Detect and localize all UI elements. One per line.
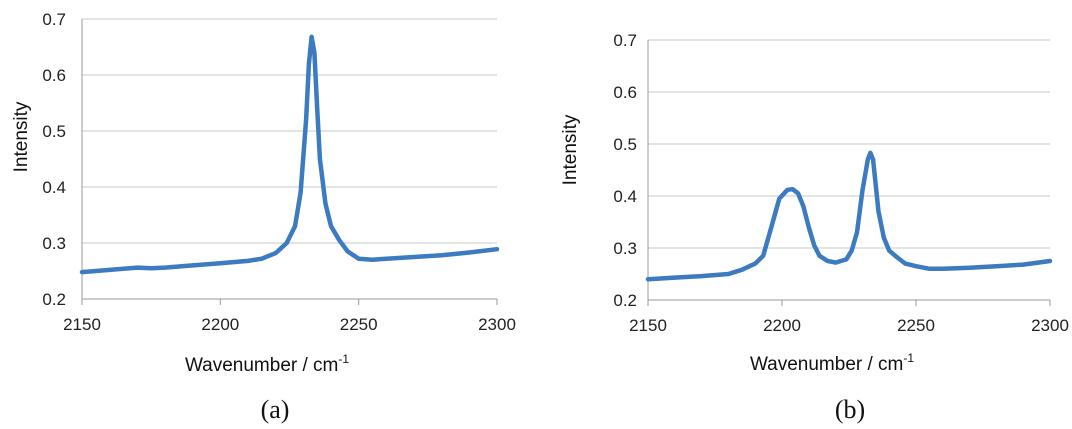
panel-label-a: (a) xyxy=(261,395,290,424)
x-tick-label-b-2300: 2300 xyxy=(1031,316,1069,335)
y-tick-label-b-0.5: 0.5 xyxy=(613,135,637,154)
y-tick-label-a-0.6: 0.6 xyxy=(42,66,66,85)
x-axis-title-text-a: Wavenumber / cm xyxy=(185,355,338,376)
y-tick-label-b-0.4: 0.4 xyxy=(613,187,637,206)
y-tick-label-a-0.5: 0.5 xyxy=(42,122,66,141)
y-tick-label-b-0.7: 0.7 xyxy=(613,31,637,50)
y-tick-label-b-0.6: 0.6 xyxy=(613,83,637,102)
y-tick-labels-a: 0.2 0.3 0.4 0.5 0.6 0.7 xyxy=(42,10,66,309)
x-tick-label-b-2200: 2200 xyxy=(763,316,801,335)
x-axis-title-superscript-b: -1 xyxy=(903,351,914,365)
chart-panel-b: 0.2 0.3 0.4 0.5 0.6 0.7 2150 2200 2250 2300 Inte… xyxy=(560,31,1069,424)
x-tick-labels-b: 2150 2200 2250 2300 xyxy=(629,316,1069,335)
x-axis-title-text-b: Wavenumber / cm xyxy=(750,354,903,375)
x-tick-label-a-2200: 2200 xyxy=(201,315,239,334)
series-b xyxy=(645,150,1053,282)
x-axis-title-b: Wavenumber / cm-1 xyxy=(750,351,914,375)
x-tick-label-a-2300: 2300 xyxy=(478,315,516,334)
x-tick-label-a-2250: 2250 xyxy=(340,315,378,334)
series-a xyxy=(79,34,500,275)
y-axis-title-b: Intensity xyxy=(560,114,581,185)
panel-label-b: (b) xyxy=(835,395,865,424)
x-tick-label-b-2150: 2150 xyxy=(629,316,667,335)
grid-a xyxy=(81,18,498,305)
series-line-b-0 xyxy=(645,150,1053,282)
y-tick-label-a-0.2: 0.2 xyxy=(42,290,66,309)
grid-b xyxy=(647,39,1051,306)
x-axis-title-a: Wavenumber / cm-1 xyxy=(185,352,349,376)
x-tick-labels-a: 2150 2200 2250 2300 xyxy=(63,315,516,334)
chart-panel-a: 0.2 0.3 0.4 0.5 0.6 0.7 2150 2200 2250 2300 Inte… xyxy=(11,10,516,424)
y-tick-label-b-0.3: 0.3 xyxy=(613,239,637,258)
x-tick-label-a-2150: 2150 xyxy=(63,315,101,334)
y-axis-title-a: Intensity xyxy=(11,101,32,172)
series-line-a-0 xyxy=(79,34,500,275)
y-tick-label-a-0.3: 0.3 xyxy=(42,234,66,253)
y-tick-labels-b: 0.2 0.3 0.4 0.5 0.6 0.7 xyxy=(613,31,637,310)
x-tick-label-b-2250: 2250 xyxy=(897,316,935,335)
y-tick-label-b-0.2: 0.2 xyxy=(613,291,637,310)
y-tick-label-a-0.7: 0.7 xyxy=(42,10,66,29)
y-tick-label-a-0.4: 0.4 xyxy=(42,178,66,197)
x-axis-title-superscript-a: -1 xyxy=(338,352,349,366)
